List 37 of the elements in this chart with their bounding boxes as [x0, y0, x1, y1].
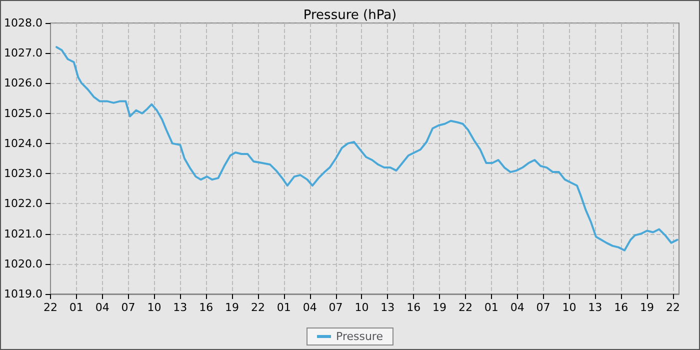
- chart-title: Pressure (hPa): [303, 8, 397, 23]
- x-tick-label: 16: [406, 301, 421, 314]
- y-tick-label: 1026.0: [4, 76, 42, 90]
- x-tick-label: 10: [562, 301, 576, 314]
- x-tick-label: 01: [276, 301, 291, 314]
- x-tick-label: 22: [43, 301, 58, 314]
- y-tick-label: 1020.0: [4, 257, 42, 270]
- x-tick-label: 19: [225, 301, 240, 314]
- x-tick-label: 10: [354, 301, 369, 314]
- y-tick-label: 1023.0: [4, 167, 42, 180]
- x-tick-label: 16: [199, 301, 214, 314]
- x-tick-label: 07: [121, 301, 136, 314]
- x-tick-label: 04: [302, 301, 317, 314]
- legend-label: Pressure: [336, 330, 384, 343]
- y-tick-label: 1027.0: [4, 46, 42, 60]
- x-tick-label: 01: [69, 301, 84, 314]
- x-tick-label: 13: [380, 301, 395, 314]
- x-tick-label: 07: [328, 301, 343, 314]
- x-tick-label: 13: [588, 301, 602, 314]
- x-tick-label: 22: [458, 301, 472, 314]
- x-tick-label: 10: [147, 301, 162, 314]
- x-tick-label: 16: [614, 301, 628, 314]
- x-tick-label: 22: [666, 301, 680, 314]
- x-tick-label: 01: [484, 301, 498, 314]
- y-tick-label: 1019.0: [4, 288, 42, 300]
- x-tick-label: 22: [250, 301, 265, 314]
- x-tick-label: 07: [536, 301, 550, 314]
- x-tick-label: 04: [510, 301, 524, 314]
- y-tick-label: 1025.0: [4, 106, 42, 120]
- x-tick-label: 19: [640, 301, 654, 314]
- y-tick-label: 1028.0: [4, 16, 42, 30]
- x-tick-label: 04: [95, 301, 110, 314]
- y-tick-label: 1022.0: [4, 197, 42, 210]
- y-tick-label: 1021.0: [4, 227, 42, 240]
- x-tick-label: 19: [432, 301, 447, 314]
- y-tick-label: 1024.0: [4, 136, 42, 150]
- x-tick-label: 13: [173, 301, 188, 314]
